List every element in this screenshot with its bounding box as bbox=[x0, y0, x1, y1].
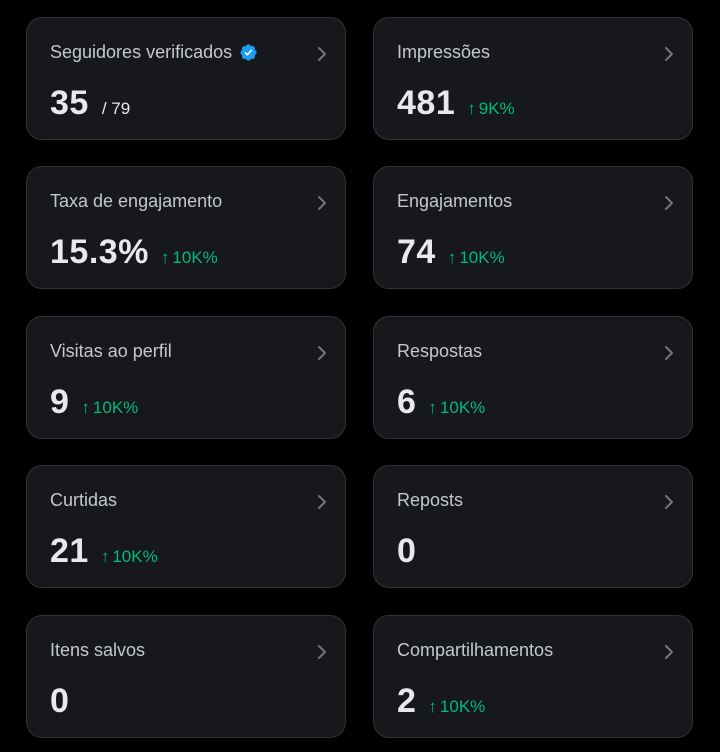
metric-label: Impressões bbox=[397, 42, 491, 62]
metric-value: 6 bbox=[397, 383, 417, 421]
metric-label: Engajamentos bbox=[397, 191, 513, 211]
metric-label-row: Engajamentos bbox=[397, 191, 512, 212]
metric-value-row: 6 ↑ 10K% bbox=[397, 383, 485, 422]
metric-card-reposts[interactable]: Reposts 0 bbox=[373, 465, 693, 588]
arrow-up-icon: ↑ bbox=[100, 547, 110, 566]
metric-total: / 79 bbox=[101, 99, 131, 118]
metric-value: 0 bbox=[50, 682, 70, 720]
metric-card-verified-followers[interactable]: Seguidores verificados 35 / 79 bbox=[26, 17, 346, 140]
metric-label: Itens salvos bbox=[50, 640, 146, 660]
metric-label: Seguidores verificados bbox=[50, 42, 233, 62]
metric-label: Reposts bbox=[397, 490, 464, 510]
metric-label-row: Itens salvos bbox=[50, 640, 145, 661]
metric-label-row: Curtidas bbox=[50, 490, 117, 511]
metric-value-row: 481 ↑ 9K% bbox=[397, 84, 515, 123]
chevron-right-icon bbox=[318, 495, 326, 509]
chevron-right-icon bbox=[318, 47, 326, 61]
metric-value: 481 bbox=[397, 84, 456, 122]
metric-label: Compartilhamentos bbox=[397, 640, 554, 660]
chevron-right-icon bbox=[665, 346, 673, 360]
metric-value: 21 bbox=[50, 532, 89, 570]
arrow-up-icon: ↑ bbox=[428, 398, 437, 417]
metric-change-value: 10K% bbox=[172, 248, 218, 267]
metric-value-row: 35 / 79 bbox=[50, 84, 130, 123]
chevron-right-icon bbox=[318, 196, 326, 210]
metric-card-engagements[interactable]: Engajamentos 74 ↑ 10K% bbox=[373, 166, 693, 289]
metric-label-row: Reposts bbox=[397, 490, 463, 511]
metric-change-value: 10K% bbox=[439, 697, 486, 716]
arrow-up-icon: ↑ bbox=[160, 248, 170, 267]
metric-value: 9 bbox=[50, 383, 70, 421]
metric-label: Taxa de engajamento bbox=[50, 191, 223, 211]
metric-card-saved-items[interactable]: Itens salvos 0 bbox=[26, 615, 346, 738]
metric-change: ↑ 10K% bbox=[428, 697, 485, 717]
metric-change: ↑ 9K% bbox=[467, 99, 514, 119]
chevron-right-icon bbox=[665, 645, 673, 659]
arrow-up-icon: ↑ bbox=[428, 697, 437, 716]
metric-label-row: Seguidores verificados bbox=[50, 42, 258, 63]
chevron-right-icon bbox=[318, 346, 326, 360]
metric-label-row: Impressões bbox=[397, 42, 490, 63]
metric-card-profile-visits[interactable]: Visitas ao perfil 9 ↑ 10K% bbox=[26, 316, 346, 439]
metric-label-row: Visitas ao perfil bbox=[50, 341, 172, 362]
metric-value: 15.3% bbox=[50, 233, 149, 271]
chevron-right-icon bbox=[665, 495, 673, 509]
metric-value: 2 bbox=[397, 682, 417, 720]
metric-label: Visitas ao perfil bbox=[50, 341, 172, 361]
chevron-right-icon bbox=[318, 645, 326, 659]
metric-value-row: 2 ↑ 10K% bbox=[397, 682, 485, 721]
metric-label: Respostas bbox=[397, 341, 483, 361]
metric-card-likes[interactable]: Curtidas 21 ↑ 10K% bbox=[26, 465, 346, 588]
metric-change: ↑ 10K% bbox=[428, 398, 485, 418]
metric-change-value: 10K% bbox=[439, 398, 486, 417]
metric-card-engagement-rate[interactable]: Taxa de engajamento 15.3% ↑ 10K% bbox=[26, 166, 346, 289]
metric-change: ↑ 10K% bbox=[101, 547, 158, 567]
chevron-right-icon bbox=[665, 47, 673, 61]
metric-value-row: 0 bbox=[50, 682, 69, 721]
metric-change: ↑ 10K% bbox=[448, 248, 505, 268]
metric-label-row: Compartilhamentos bbox=[397, 640, 553, 661]
metric-value-row: 21 ↑ 10K% bbox=[50, 532, 158, 571]
verified-badge-icon bbox=[240, 44, 257, 61]
arrow-up-icon: ↑ bbox=[467, 99, 476, 118]
metric-label-row: Taxa de engajamento bbox=[50, 191, 222, 212]
metric-change: ↑ 10K% bbox=[81, 398, 138, 418]
metric-card-replies[interactable]: Respostas 6 ↑ 10K% bbox=[373, 316, 693, 439]
metric-change: ↑ 10K% bbox=[161, 248, 218, 268]
metric-change-value: 10K% bbox=[112, 547, 158, 566]
metric-value: 74 bbox=[397, 233, 436, 271]
metric-label: Curtidas bbox=[50, 490, 118, 510]
metric-change-value: 10K% bbox=[459, 248, 505, 267]
metric-label-row: Respostas bbox=[397, 341, 482, 362]
metric-card-shares[interactable]: Compartilhamentos 2 ↑ 10K% bbox=[373, 615, 693, 738]
arrow-up-icon: ↑ bbox=[447, 248, 457, 267]
metric-value-row: 15.3% ↑ 10K% bbox=[50, 233, 218, 272]
metric-value: 35 bbox=[50, 84, 89, 122]
metric-change-value: 10K% bbox=[92, 398, 139, 417]
metric-value-row: 74 ↑ 10K% bbox=[397, 233, 505, 272]
arrow-up-icon: ↑ bbox=[81, 398, 90, 417]
chevron-right-icon bbox=[665, 196, 673, 210]
metric-value: 0 bbox=[397, 532, 417, 570]
metric-change-value: 9K% bbox=[478, 99, 515, 118]
metric-value-row: 9 ↑ 10K% bbox=[50, 383, 138, 422]
metric-card-impressions[interactable]: Impressões 481 ↑ 9K% bbox=[373, 17, 693, 140]
metric-value-row: 0 bbox=[397, 532, 416, 571]
